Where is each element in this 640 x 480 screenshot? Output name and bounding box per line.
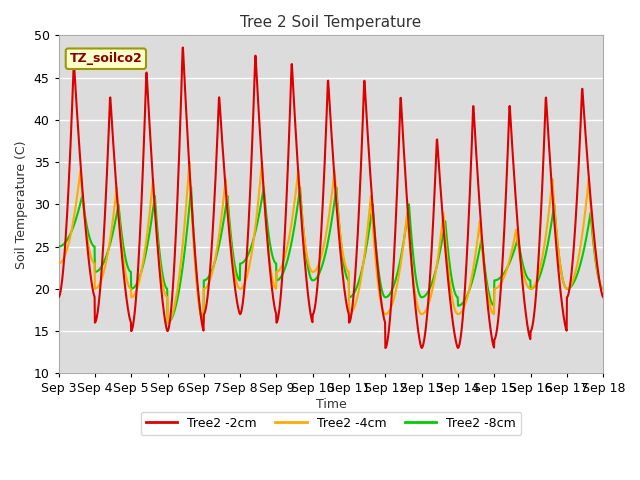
Text: TZ_soilco2: TZ_soilco2 [70, 52, 142, 65]
Y-axis label: Soil Temperature (C): Soil Temperature (C) [15, 140, 28, 269]
X-axis label: Time: Time [316, 398, 346, 411]
Title: Tree 2 Soil Temperature: Tree 2 Soil Temperature [240, 15, 422, 30]
Legend: Tree2 -2cm, Tree2 -4cm, Tree2 -8cm: Tree2 -2cm, Tree2 -4cm, Tree2 -8cm [141, 412, 521, 435]
